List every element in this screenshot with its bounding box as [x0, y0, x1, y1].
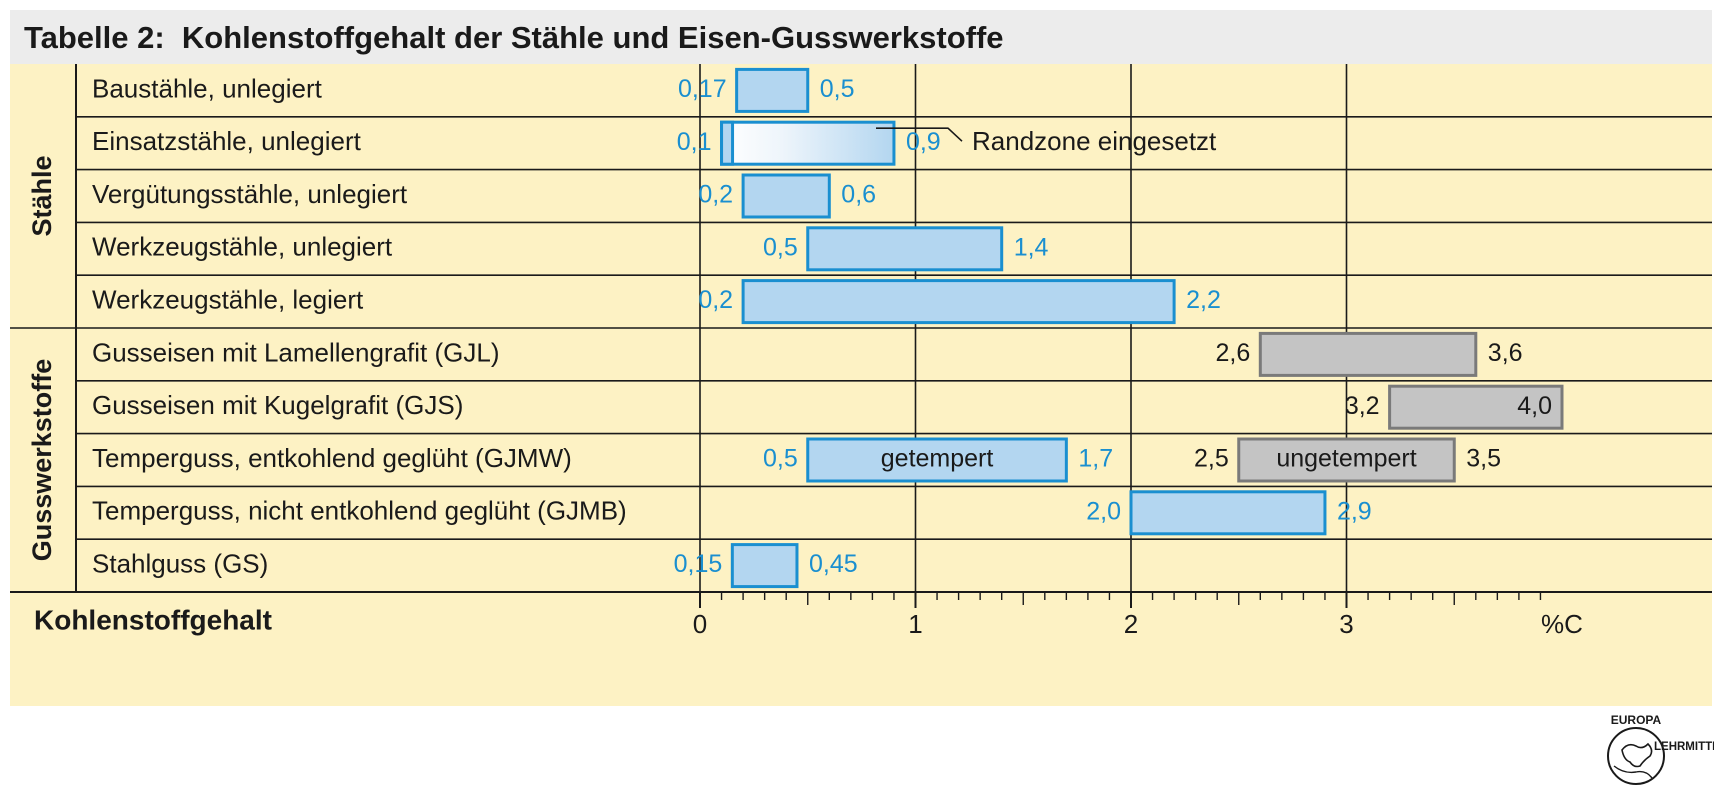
- range-start-label: 0,17: [678, 75, 727, 103]
- range-end-label: 3,5: [1466, 445, 1501, 473]
- range-end-label: 0,9: [906, 128, 941, 156]
- range-bar: [720, 120, 896, 166]
- x-tick-label: 1: [908, 609, 922, 639]
- row-category-label: Einsatzstähle, unlegiert: [92, 126, 362, 156]
- range-bar: [1388, 384, 1564, 430]
- x-tick-label: 2: [1124, 609, 1138, 639]
- row-category-label: Gusseisen mit Kugelgrafit (GJS): [92, 390, 463, 420]
- x-unit-label: %C: [1541, 609, 1583, 639]
- range-start-label: 0,15: [674, 550, 723, 578]
- range-end-label: 1,7: [1078, 445, 1113, 473]
- row-category-label: Temperguss, entkohlend geglüht (GJMW): [92, 443, 572, 473]
- x-tick-label: 3: [1339, 609, 1353, 639]
- range-bar-core: [720, 120, 735, 166]
- range-start-label: 2,6: [1216, 339, 1251, 367]
- globe-continent-shape: [1621, 742, 1653, 768]
- row-category-label: Gusseisen mit Lamellengrafit (GJL): [92, 337, 499, 367]
- range-end-label: 0,45: [809, 550, 858, 578]
- range-end-label: 0,5: [820, 75, 855, 103]
- row-category-label: Temperguss, nicht entkohlend geglüht (GJ…: [92, 496, 627, 526]
- table-title: Tabelle 2: Kohlenstoffgehalt der Stähle …: [24, 20, 1004, 55]
- range-start-label: 2,0: [1086, 497, 1121, 525]
- range-start-label: 0,5: [763, 233, 798, 261]
- range-end-label: 2,9: [1337, 497, 1372, 525]
- bar-annotation: Randzone eingesetzt: [972, 126, 1217, 156]
- range-bar: [741, 279, 1176, 325]
- annotation-leader-line: [876, 127, 963, 142]
- range-bar: [806, 437, 1068, 483]
- range-end-label: 1,4: [1014, 233, 1049, 261]
- globe-continent-shape: [1613, 765, 1653, 779]
- range-bar: [735, 67, 810, 113]
- group-label: Stähle: [27, 155, 57, 236]
- range-bar: [1237, 437, 1456, 483]
- x-tick-label: 0: [693, 609, 707, 639]
- group-label: Gusswerkstoffe: [27, 359, 57, 562]
- globe-icon: [1607, 727, 1665, 785]
- range-bar: [806, 226, 1004, 272]
- bar-inner-label: getempert: [881, 445, 994, 473]
- row-category-label: Baustähle, unlegiert: [92, 73, 323, 103]
- x-axis-title: Kohlenstoffgehalt: [34, 604, 272, 635]
- range-end-label: 4,0: [1517, 392, 1552, 420]
- range-start-label: 3,2: [1345, 392, 1380, 420]
- row-category-label: Werkzeugstähle, legiert: [92, 284, 364, 314]
- range-start-label: 0,2: [698, 286, 733, 314]
- range-start-label: 0,5: [763, 445, 798, 473]
- range-end-label: 0,6: [841, 181, 876, 209]
- range-end-label: 3,6: [1488, 339, 1523, 367]
- row-category-label: Werkzeugstähle, unlegiert: [92, 232, 393, 262]
- range-start-label: 0,2: [698, 181, 733, 209]
- row-category-label: Vergütungsstähle, unlegiert: [92, 179, 408, 209]
- range-start-label: 0,1: [677, 128, 712, 156]
- range-bar: [741, 173, 831, 219]
- logo-text-side: LEHRMITTEL: [1654, 741, 1714, 753]
- range-end-label: 2,2: [1186, 286, 1221, 314]
- row-category-label: Stahlguss (GS): [92, 548, 268, 578]
- logo-text-top: EUROPA: [1611, 713, 1662, 727]
- bar-inner-label: ungetempert: [1276, 445, 1416, 473]
- table-title-bar: Tabelle 2: Kohlenstoffgehalt der Stähle …: [10, 10, 1712, 69]
- range-bar: [1129, 490, 1327, 536]
- range-bar: [730, 543, 799, 589]
- range-bar: [1258, 331, 1478, 377]
- range-start-label: 2,5: [1194, 445, 1229, 473]
- europa-lehrmittel-logo: EUROPA LEHRMITTEL: [1607, 713, 1714, 785]
